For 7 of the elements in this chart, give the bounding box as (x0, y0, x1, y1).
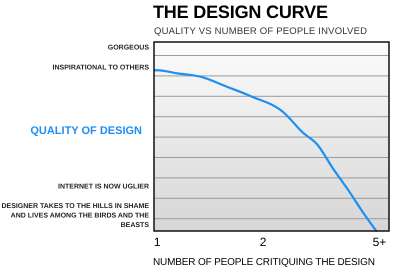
x-tick-label: 2 (260, 235, 267, 249)
x-tick-label: 1 (154, 235, 161, 249)
chart-title: THE DESIGN CURVE (153, 2, 328, 22)
x-tick-label: 5+ (372, 235, 386, 249)
y-axis-title: QUALITY OF DESIGN (30, 125, 142, 137)
x-axis-title: NUMBER OF PEOPLE CRITIQUING THE DESIGN (153, 257, 375, 268)
chart-subtitle: QUALITY VS NUMBER OF PEOPLE INVOLVED (154, 26, 368, 37)
